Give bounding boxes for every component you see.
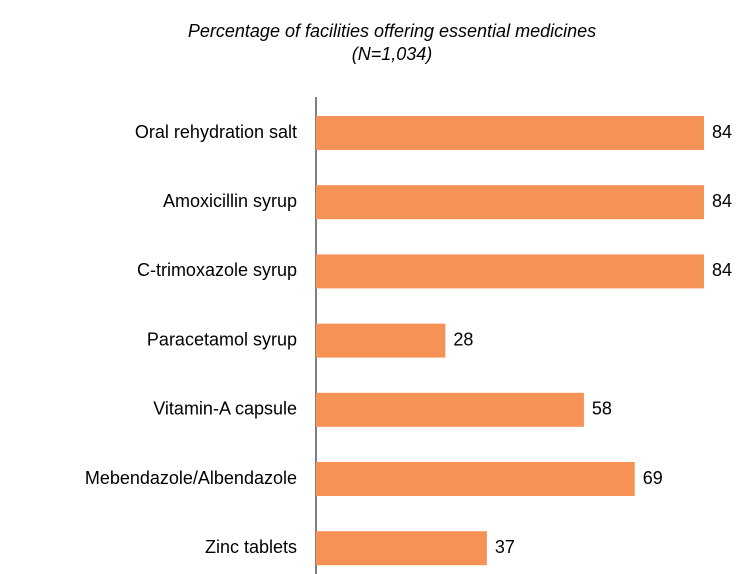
bar	[316, 531, 487, 566]
data-label: 69	[643, 468, 663, 488]
chart-title: Percentage of facilities offering essent…	[188, 21, 596, 41]
y-tick-label: C-trimoxazole syrup	[137, 260, 297, 280]
bar	[316, 323, 446, 358]
data-label: 58	[592, 399, 612, 419]
y-tick-label: Vitamin-A capsule	[153, 399, 297, 419]
y-tick-label: Oral rehydration salt	[135, 122, 297, 142]
y-tick-label: Amoxicillin syrup	[163, 191, 297, 211]
bar	[316, 185, 704, 220]
data-label: 84	[712, 191, 732, 211]
bar	[316, 392, 584, 427]
bar	[316, 462, 635, 496]
bar	[316, 116, 704, 150]
bar	[316, 254, 704, 289]
data-label: 28	[453, 329, 473, 349]
data-label: 84	[712, 260, 732, 280]
data-label: 84	[712, 122, 732, 142]
y-tick-label: Paracetamol syrup	[147, 329, 297, 349]
y-tick-label: Zinc tablets	[205, 537, 297, 557]
chart-subtitle: (N=1,034)	[352, 44, 433, 64]
y-tick-label: Mebendazole/Albendazole	[85, 468, 297, 488]
data-label: 37	[495, 537, 515, 557]
